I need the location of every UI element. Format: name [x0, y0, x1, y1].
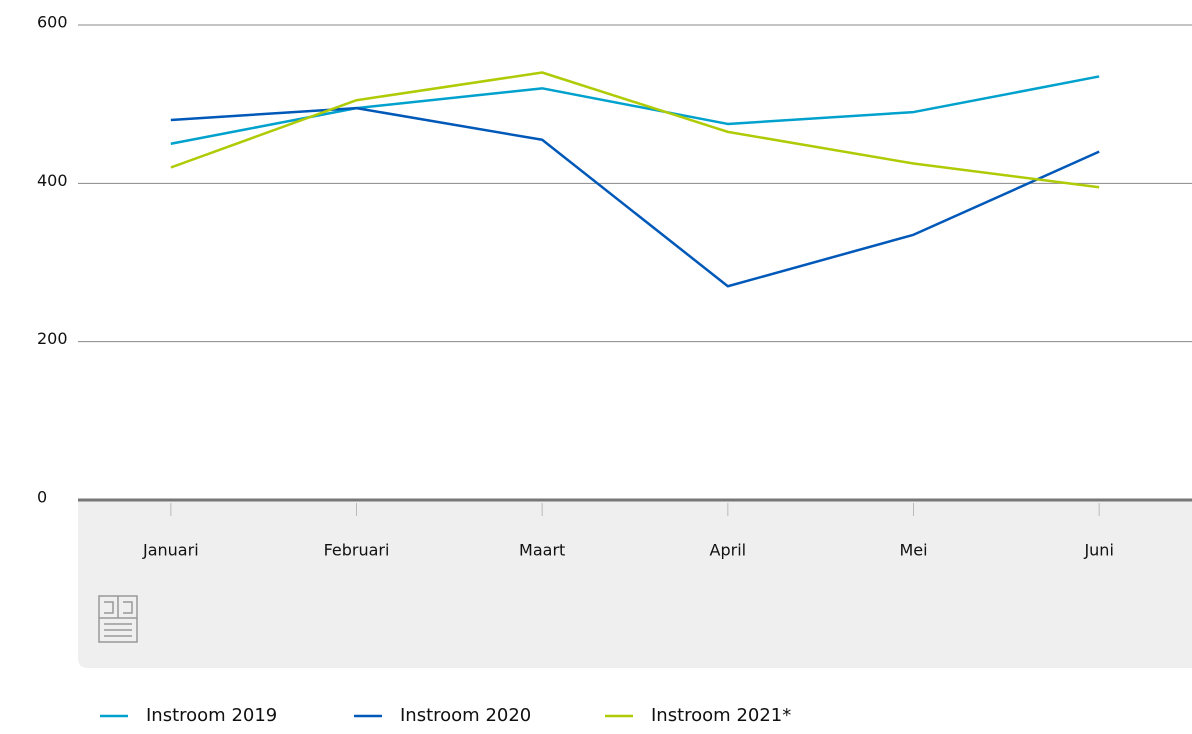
x-tick-label: Maart: [519, 541, 565, 560]
legend-label: Instroom 2020: [400, 705, 531, 726]
x-tick-label: Januari: [142, 541, 199, 560]
x-tick-label: April: [710, 541, 747, 560]
x-tick-label: Juni: [1083, 541, 1113, 560]
y-tick-label: 600: [37, 13, 68, 32]
x-tick-label: Mei: [899, 541, 927, 560]
x-tick-label: Februari: [324, 541, 390, 560]
line-series: [170, 71, 1100, 189]
y-tick-label: 400: [37, 171, 68, 190]
line-series: [170, 106, 1100, 288]
cbs-logo: [98, 595, 138, 643]
axis-panel: [78, 500, 1192, 668]
legend-label: Instroom 2021*: [651, 705, 791, 726]
y-tick-label: 0: [37, 488, 47, 507]
y-tick-label: 200: [37, 329, 68, 348]
line-series: [170, 75, 1100, 145]
legend-label: Instroom 2019: [146, 705, 277, 726]
